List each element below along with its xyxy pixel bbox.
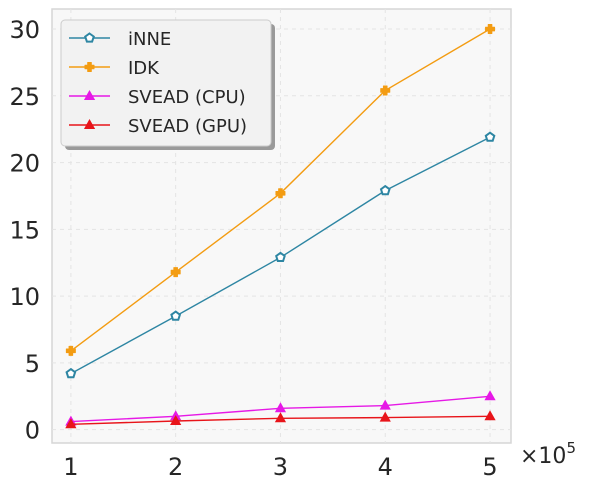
data-point-marker — [275, 251, 286, 262]
data-point-marker — [170, 267, 181, 278]
legend-item: iNNE — [69, 29, 171, 50]
legend-label: iNNE — [128, 29, 171, 50]
x-multiplier-label: ×105 — [520, 439, 576, 469]
data-point-marker — [484, 131, 496, 142]
legend-label: IDK — [128, 58, 160, 79]
data-point-marker — [275, 188, 286, 199]
series-svead-gpu — [65, 410, 496, 429]
data-point-marker — [65, 367, 77, 379]
y-tick-label: 5 — [25, 350, 40, 378]
x-tick-labels: 1 2 3 4 5 — [63, 453, 497, 481]
data-point-marker — [84, 62, 95, 72]
x-tick-label: 2 — [168, 453, 183, 481]
series-group — [65, 24, 496, 429]
x-multiplier-exponent: 5 — [566, 439, 576, 457]
y-tick-label: 0 — [25, 417, 40, 445]
x-multiplier-base: ×10 — [520, 444, 566, 469]
data-point-marker — [379, 399, 391, 410]
legend-item: IDK — [69, 58, 160, 79]
series-idk — [65, 24, 496, 356]
legend-item: SVEAD (CPU) — [69, 87, 246, 108]
y-tick-labels: 0 5 10 15 20 25 30 — [9, 16, 40, 445]
series-inne — [65, 131, 496, 379]
data-point-marker — [83, 89, 96, 100]
x-tick-label: 3 — [273, 453, 288, 481]
data-point-marker — [379, 184, 391, 196]
y-tick-label: 20 — [9, 150, 40, 178]
x-tick-label: 5 — [482, 453, 497, 481]
data-point-marker — [274, 402, 287, 413]
x-tick-label: 4 — [378, 453, 393, 481]
x-tick-label: 1 — [63, 453, 78, 481]
data-point-marker — [65, 418, 77, 429]
legend-box — [60, 19, 272, 147]
legend-label: SVEAD (CPU) — [128, 87, 246, 108]
data-point-marker — [84, 32, 95, 43]
legend-label: SVEAD (GPU) — [128, 116, 247, 137]
data-point-marker — [379, 411, 391, 422]
y-tick-label: 25 — [9, 83, 40, 111]
data-point-marker — [170, 310, 182, 321]
data-point-marker — [380, 85, 391, 96]
y-tick-label: 15 — [9, 216, 40, 244]
data-point-marker — [484, 410, 496, 421]
y-tick-label: 30 — [9, 16, 40, 44]
data-point-marker — [484, 390, 496, 401]
legend-item: SVEAD (GPU) — [69, 116, 247, 137]
y-tick-label: 10 — [9, 283, 40, 311]
legend: iNNE IDK SVEAD (CPU) SVEAD (GPU) — [60, 19, 275, 150]
data-point-marker — [83, 118, 96, 129]
data-point-marker — [274, 412, 287, 423]
data-point-marker — [170, 414, 182, 425]
data-point-marker — [65, 345, 76, 356]
data-point-marker — [485, 24, 496, 35]
